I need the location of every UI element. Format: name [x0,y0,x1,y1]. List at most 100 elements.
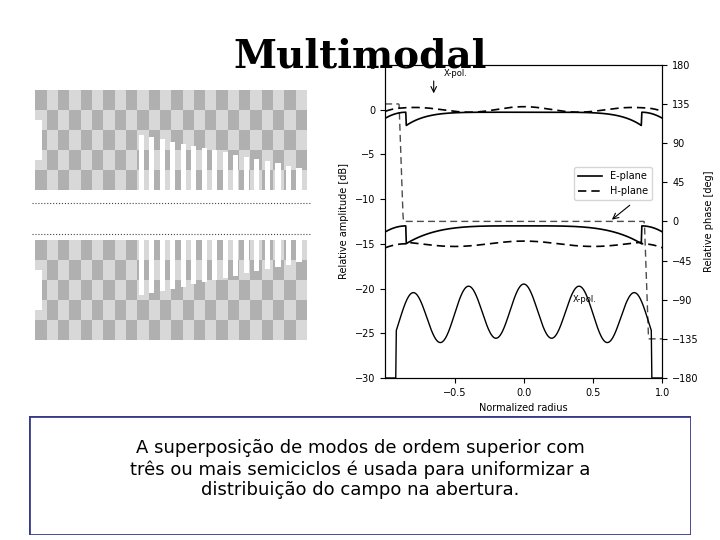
Bar [35,90,47,110]
Bar [296,130,307,150]
Bar [205,240,217,260]
Bar [194,280,205,300]
Bar [262,170,273,190]
Bar [194,150,205,170]
Bar [228,110,239,130]
Bar [126,90,138,110]
Bar [58,90,69,110]
Bar [104,300,114,320]
Bar [35,110,47,130]
Bar [286,166,291,190]
Bar [217,90,228,110]
Bar [244,240,249,273]
Bar [81,240,92,260]
Bar [217,260,228,280]
Bar [251,260,262,280]
Bar [296,90,307,110]
Bar [47,170,58,190]
Bar [92,110,104,130]
Bar [205,150,217,170]
Bar [92,260,104,280]
Bar [239,170,251,190]
Bar [139,135,144,190]
Bar [273,240,284,260]
Bar [81,280,92,300]
Bar [217,170,228,190]
Bar [183,130,194,150]
Bar [58,320,69,340]
H-plane [465,109,474,116]
Bar [47,240,58,260]
Bar [262,260,273,280]
Bar [47,260,58,280]
Bar [251,240,262,260]
E-plane [532,109,541,116]
Bar [138,170,148,190]
Bar [47,110,58,130]
Bar [233,154,238,190]
Bar [194,170,205,190]
Bar [114,150,126,170]
Bar [148,280,160,300]
Bar [284,150,296,170]
Bar [58,110,69,130]
E-plane [652,112,661,119]
Bar [262,130,273,150]
Bar [92,280,104,300]
Bar [239,90,251,110]
Bar [126,150,138,170]
Bar [69,300,81,320]
Bar [194,110,205,130]
Bar [183,320,194,340]
E-plane [547,109,556,116]
Bar [296,110,307,130]
Bar [160,300,171,320]
Bar [183,240,194,260]
Bar [149,137,154,190]
Bar [183,90,194,110]
H-plane [519,104,528,110]
Bar [171,260,183,280]
Bar [251,320,262,340]
Bar [160,280,171,300]
Bar [244,157,249,190]
Bar [81,320,92,340]
Bar [81,90,92,110]
Line: E-plane: E-plane [385,112,662,125]
Bar [104,260,114,280]
Bar [239,260,251,280]
Bar [205,90,217,110]
Bar [212,240,217,280]
Bar [254,240,259,271]
Bar [92,150,104,170]
Bar [284,110,296,130]
E-plane [609,112,618,118]
Bar [148,150,160,170]
Bar [251,110,262,130]
Bar [69,320,81,340]
Bar [276,164,281,190]
Bar [104,280,114,300]
E-plane [519,109,528,116]
Bar [251,90,262,110]
Bar [273,170,284,190]
Y-axis label: Relative amplitude [dB]: Relative amplitude [dB] [339,164,349,279]
Bar [138,320,148,340]
Bar [217,240,228,260]
Bar [58,240,69,260]
Bar [47,300,58,320]
Text: A superposição de modos de ordem superior com
três ou mais semiciclos é usada pa: A superposição de modos de ordem superio… [130,439,590,500]
Bar [32,270,42,310]
Bar [149,240,154,293]
Bar [286,240,291,265]
Bar [192,146,197,190]
Bar [228,320,239,340]
Bar [92,320,104,340]
Bar [183,260,194,280]
Bar [69,150,81,170]
Bar [239,150,251,170]
Bar [251,130,262,150]
Bar [228,170,239,190]
Bar [160,240,165,291]
Bar [222,240,228,278]
